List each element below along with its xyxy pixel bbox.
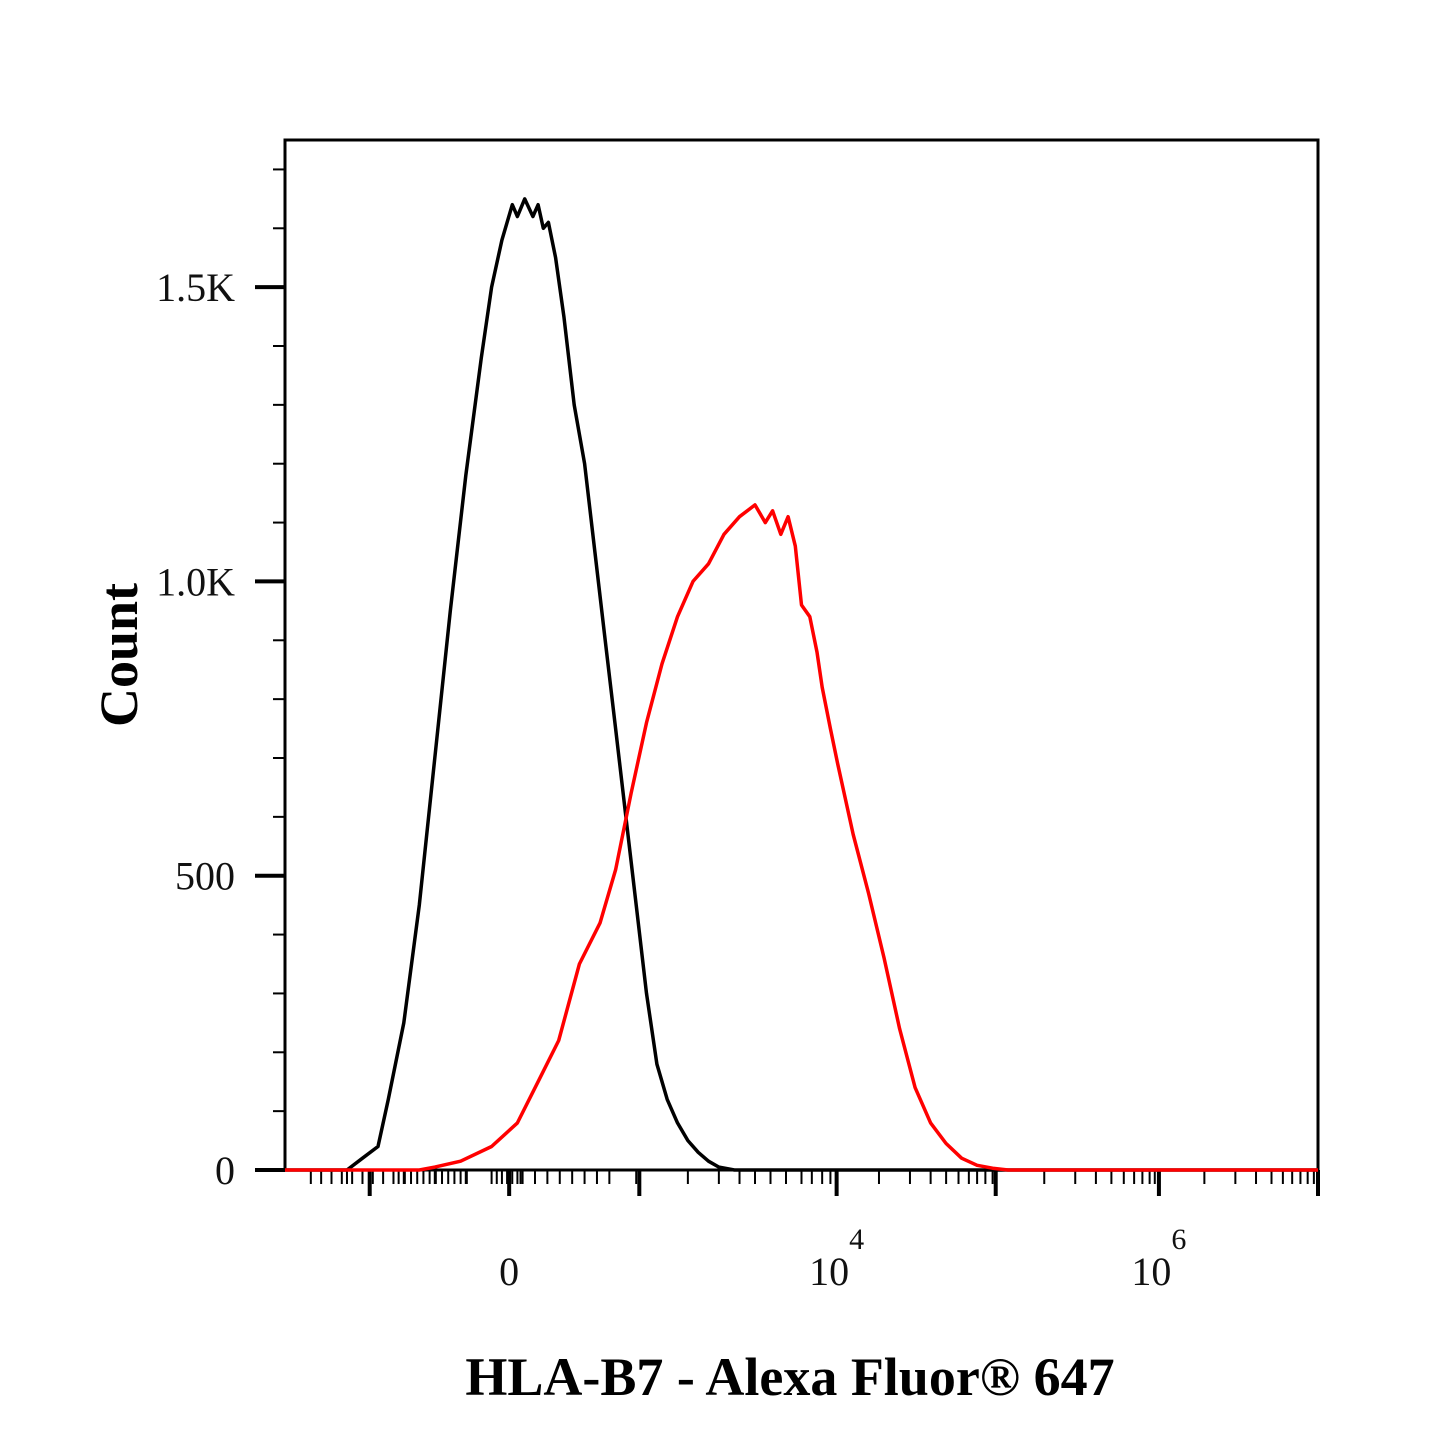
y-axis-title: Count	[89, 583, 149, 727]
series-layer	[285, 197, 1318, 1172]
y-tick-label: 0	[215, 1148, 235, 1193]
series-line-0	[285, 197, 1318, 1172]
y-tick-label: 1.5K	[156, 265, 235, 310]
x-tick-base: 0	[499, 1249, 519, 1294]
y-axis: 0 500 1.0K 1.5K	[156, 140, 287, 1193]
x-tick-base: 10	[809, 1249, 849, 1294]
x-tick-label: 0	[499, 1249, 519, 1294]
series-line-1	[285, 503, 1318, 1172]
x-tick-base: 10	[1131, 1249, 1171, 1294]
y-tick-label: 500	[175, 854, 235, 899]
x-tick-exponent: 6	[1171, 1223, 1186, 1256]
x-tick-exponent: 4	[849, 1223, 864, 1256]
x-tick-label: 104	[809, 1223, 864, 1294]
x-axis-title: HLA-B7 - Alexa Fluor® 647	[465, 1347, 1114, 1407]
y-tick-label: 1.0K	[156, 559, 235, 604]
x-tick-label: 106	[1131, 1223, 1186, 1294]
